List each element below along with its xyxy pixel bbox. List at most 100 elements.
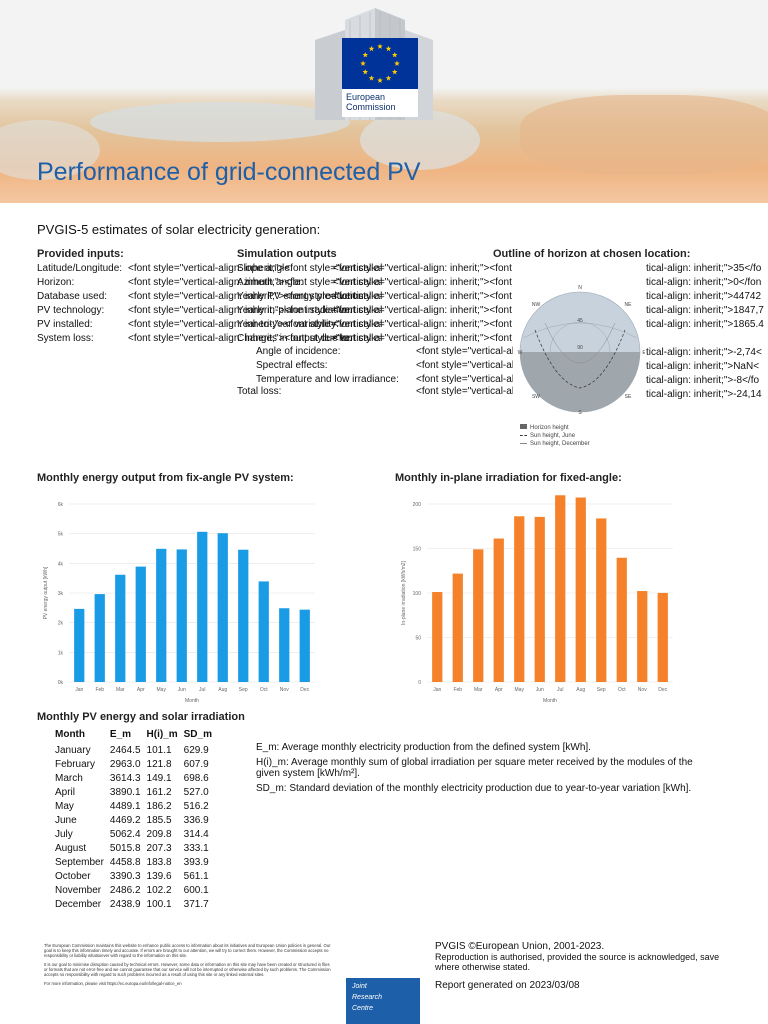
table-cell: February (55, 758, 96, 770)
x-tick-label: Apr (137, 687, 145, 693)
loss-value: <font style="vertical-align: inherit;"><… (416, 374, 513, 385)
inputs-labels: Latitude/Longitude: Horizon: Database used… (37, 262, 122, 346)
table-cell: November (55, 884, 102, 896)
loss-values: <font style="vertical-align: inherit;"><… (416, 345, 513, 387)
ring-label-90: 90 (577, 345, 583, 351)
table-cell: 3390.3 (109, 870, 141, 882)
table-cell: 2438.9 (109, 898, 141, 910)
y-tick-label: 1k (58, 650, 64, 656)
bar (493, 538, 504, 682)
flag-star-icon (391, 69, 398, 75)
column-header: Month (55, 728, 85, 740)
x-tick-label: Feb (453, 687, 462, 693)
x-tick-label: Dec (300, 687, 309, 693)
bar (74, 608, 85, 682)
table-cell: 139.6 (146, 870, 172, 882)
table-cell: April (55, 786, 76, 798)
table-legend: E_m: Average monthly electricity product… (256, 742, 726, 794)
loss-label: Temperature and low irradiance: (256, 374, 399, 385)
flag-star-icon (385, 45, 392, 52)
compass-ne: NE (625, 302, 633, 308)
flag-star-icon (385, 75, 392, 81)
ring-label-45: 45 (577, 318, 583, 324)
bar (432, 592, 443, 682)
y-tick-label: 3k (58, 591, 64, 597)
loss-labels: Angle of incidence: Spectral effects: Temp… (256, 345, 399, 387)
table-cell: 333.1 (183, 842, 209, 854)
loss-value: <font style="vertical-align: inherit;"><… (416, 346, 513, 357)
bar (299, 609, 310, 682)
output-value: <font style="vertical-align: inherit;"><… (333, 333, 513, 344)
table-cell: 209.8 (146, 828, 172, 840)
table-cell: December (55, 898, 102, 910)
input-label: Horizon: (37, 277, 75, 288)
column-header: H(i)_m (146, 728, 178, 740)
table-cell: 149.1 (146, 772, 172, 784)
table-cell: 2486.2 (109, 884, 141, 896)
table-cell: August (55, 842, 87, 854)
x-tick-label: Jun (178, 687, 186, 693)
jrc-line3: Centre (352, 1005, 374, 1012)
bar (176, 549, 187, 682)
x-tick-label: Aug (218, 687, 227, 693)
monthly-table: Month E_m H(i)_m SD_m January 2464.5 101.1 629… (55, 727, 218, 911)
table-cell: January (55, 744, 91, 756)
irradiation-bar-chart: 0 50 100 150 200 Jan Feb Mar Apr May Jun Jul Aug Sep O… (401, 495, 673, 704)
x-tick-label: May (157, 687, 167, 693)
reproduction-note: Reproduction is authorised, provided the… (435, 952, 720, 972)
inputs-heading: Provided inputs: (37, 248, 124, 260)
footer-right: PVGIS ©European Union, 2001-2023. Reprod… (435, 942, 735, 991)
output-value: <font style="vertical-align: inherit;"><… (333, 263, 513, 274)
bar (596, 518, 607, 682)
x-tick-label: Sep (597, 687, 606, 693)
flag-star-icon (377, 43, 383, 49)
output-value: <font style="vertical-align: inherit;"><… (333, 305, 513, 316)
table-cell: 393.9 (183, 856, 209, 868)
x-tick-label: Apr (495, 687, 503, 693)
y-tick-label: 100 (413, 591, 422, 597)
compass-se: SE (625, 394, 632, 400)
input-label: Latitude/Longitude: (37, 263, 123, 274)
output-label: Yearly in-plane irradiation: (237, 305, 353, 316)
table-cell: 186.2 (146, 800, 172, 812)
x-tick-label: Sep (239, 687, 248, 693)
x-tick-label: Nov (638, 687, 647, 693)
input-value: <font style="vertical-align: inherit;"><… (128, 263, 383, 274)
input-label: PV installed: (37, 319, 93, 330)
total-loss-label: Total loss: (237, 386, 282, 397)
x-tick-label: Oct (618, 687, 626, 693)
x-tick-label: Jul (199, 687, 205, 693)
european-commission-label: European Commission (342, 89, 418, 117)
disclaimer-p1: The European Commission maintains this w… (44, 943, 331, 958)
column-header: E_m (109, 728, 132, 740)
table-cell: 629.9 (183, 744, 209, 756)
commission-line1: European (346, 92, 386, 102)
table-row: August 5015.8 207.3 333.1 (55, 841, 218, 855)
bar (238, 549, 249, 682)
bar (94, 594, 105, 682)
bar (534, 516, 545, 682)
x-tick-label: Aug (576, 687, 585, 693)
overflow-line: tical-align: inherit;">NaN< (646, 361, 760, 372)
overflow-line: tical-align: inherit;">1847,7 (646, 305, 764, 316)
table-row: June 4469.2 185.5 336.9 (55, 813, 218, 827)
output-value: <font style="vertical-align: inherit;"><… (333, 291, 513, 302)
x-tick-label: May (515, 687, 525, 693)
table-cell: July (55, 828, 73, 840)
legend-him: H(i)_m: Average monthly sum of global ir… (256, 757, 693, 779)
flag-star-icon (368, 75, 375, 81)
table-cell: 207.3 (146, 842, 172, 854)
y-tick-label: 6k (58, 502, 64, 508)
table-row: October 3390.3 139.6 561.1 (55, 869, 218, 883)
table-row: November 2486.2 102.2 600.1 (55, 883, 218, 897)
table-heading: Monthly PV energy and solar irradiation (37, 711, 245, 723)
table-cell: March (55, 772, 83, 784)
y-axis-label: PV energy output [kWh] (43, 566, 49, 619)
bar (135, 566, 146, 682)
flag-star-icon (377, 77, 383, 83)
x-tick-label: Mar (116, 687, 125, 693)
output-label: Changes in output due to: (237, 333, 352, 344)
compass-s: S (578, 410, 582, 416)
bar (156, 548, 167, 682)
table-cell: 185.5 (146, 814, 172, 826)
